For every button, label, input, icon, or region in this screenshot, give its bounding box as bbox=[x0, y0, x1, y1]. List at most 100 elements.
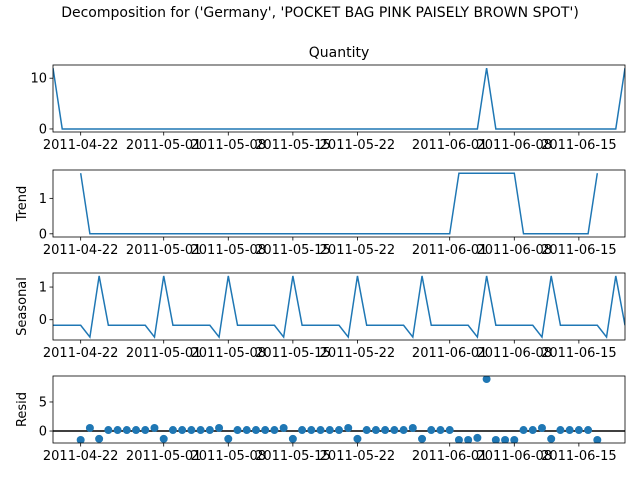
resid-point bbox=[556, 426, 565, 435]
resid-point bbox=[445, 426, 454, 435]
series-line bbox=[79, 172, 599, 235]
resid-point bbox=[316, 426, 325, 435]
resid-point bbox=[141, 426, 150, 435]
y-tick-label: 5 bbox=[39, 395, 47, 410]
resid-point bbox=[205, 426, 214, 435]
x-tick-label: 2011-06-01 bbox=[412, 346, 488, 361]
x-tick-label: 2011-06-08 bbox=[477, 449, 553, 464]
x-tick-label: 2011-04-22 bbox=[43, 138, 119, 153]
x-tick-label: 2011-06-01 bbox=[412, 243, 488, 258]
resid-point bbox=[187, 426, 196, 435]
resid-point bbox=[454, 435, 463, 443]
x-tick-label: 2011-05-08 bbox=[191, 243, 267, 258]
resid-point bbox=[528, 426, 537, 435]
resid-point bbox=[132, 426, 141, 435]
resid-point bbox=[307, 426, 316, 435]
x-tick-label: 2011-05-01 bbox=[126, 138, 202, 153]
series-line bbox=[53, 275, 625, 339]
y-tick-label: 0 bbox=[39, 313, 47, 328]
x-tick-label: 2011-05-01 bbox=[126, 346, 202, 361]
resid-point bbox=[381, 426, 390, 435]
resid-point bbox=[122, 426, 131, 435]
y-tick-label: 0 bbox=[39, 227, 47, 242]
resid-point bbox=[178, 426, 187, 435]
resid-point bbox=[353, 434, 362, 443]
resid-point bbox=[233, 426, 242, 435]
resid-point bbox=[547, 434, 556, 443]
x-tick-label: 2011-05-15 bbox=[255, 138, 331, 153]
resid-point bbox=[584, 426, 593, 435]
resid-point bbox=[464, 435, 473, 443]
x-tick-label: 2011-04-22 bbox=[43, 243, 119, 258]
resid-point bbox=[298, 426, 307, 435]
resid-point bbox=[344, 423, 353, 432]
resid-point bbox=[436, 426, 445, 435]
y-tick-label: 10 bbox=[30, 72, 47, 87]
x-tick-label: 2011-06-08 bbox=[477, 243, 553, 258]
resid-point bbox=[501, 435, 510, 443]
resid-point bbox=[325, 426, 334, 435]
x-tick-label: 2011-05-08 bbox=[191, 449, 267, 464]
resid-point bbox=[196, 426, 205, 435]
x-tick-label: 2011-05-15 bbox=[255, 346, 331, 361]
axes-title: Quantity bbox=[309, 45, 370, 61]
axes-frame bbox=[52, 375, 626, 444]
resid-point bbox=[95, 434, 104, 443]
resid-point bbox=[399, 426, 408, 435]
y-tick-label: 0 bbox=[39, 122, 47, 137]
y-axis-label: Trend bbox=[15, 186, 30, 223]
resid-point bbox=[288, 434, 297, 443]
x-tick-label: 2011-05-22 bbox=[320, 346, 396, 361]
x-tick-label: 2011-05-22 bbox=[320, 243, 396, 258]
x-tick-label: 2011-06-15 bbox=[541, 346, 617, 361]
resid-point bbox=[85, 423, 94, 432]
resid-point bbox=[491, 435, 500, 443]
resid-point bbox=[593, 435, 602, 443]
x-tick-label: 2011-05-08 bbox=[191, 138, 267, 153]
resid-point bbox=[482, 376, 491, 384]
resid-point bbox=[537, 423, 546, 432]
resid-point bbox=[418, 434, 427, 443]
x-tick-label: 2011-06-01 bbox=[412, 138, 488, 153]
resid-point bbox=[251, 426, 260, 435]
x-tick-label: 2011-06-08 bbox=[477, 346, 553, 361]
y-axis-label: Seasonal bbox=[15, 277, 30, 336]
resid-point bbox=[159, 434, 168, 443]
resid-point bbox=[390, 426, 399, 435]
resid-point bbox=[104, 426, 113, 435]
x-tick-label: 2011-04-22 bbox=[43, 346, 119, 361]
resid-point bbox=[408, 423, 417, 432]
resid-point bbox=[473, 433, 482, 442]
resid-point bbox=[113, 426, 122, 435]
resid-point bbox=[519, 426, 528, 435]
resid-point bbox=[565, 426, 574, 435]
figure-title: Decomposition for ('Germany', 'POCKET BA… bbox=[61, 5, 579, 21]
series-line bbox=[53, 67, 625, 130]
resid-point bbox=[242, 426, 251, 435]
resid-point bbox=[510, 435, 519, 443]
axes-frame bbox=[52, 272, 626, 341]
resid-point bbox=[279, 423, 288, 432]
x-tick-label: 2011-06-15 bbox=[541, 449, 617, 464]
y-axis-label: Resid bbox=[15, 392, 30, 427]
x-tick-label: 2011-05-01 bbox=[126, 243, 202, 258]
x-tick-label: 2011-04-22 bbox=[43, 449, 119, 464]
resid-point bbox=[150, 423, 159, 432]
x-tick-label: 2011-06-08 bbox=[477, 138, 553, 153]
x-tick-label: 2011-05-08 bbox=[191, 346, 267, 361]
x-tick-label: 2011-05-15 bbox=[255, 449, 331, 464]
resid-point bbox=[427, 426, 436, 435]
resid-point bbox=[335, 426, 343, 435]
y-tick-label: 1 bbox=[39, 281, 47, 296]
x-tick-label: 2011-05-22 bbox=[320, 138, 396, 153]
x-tick-label: 2011-06-01 bbox=[412, 449, 488, 464]
axes-frame bbox=[52, 64, 626, 133]
resid-point bbox=[362, 426, 371, 435]
axes-frame bbox=[52, 169, 626, 238]
resid-point bbox=[224, 434, 233, 443]
resid-point bbox=[76, 435, 85, 443]
resid-point bbox=[270, 426, 279, 435]
x-tick-label: 2011-05-22 bbox=[320, 449, 396, 464]
x-tick-label: 2011-05-01 bbox=[126, 449, 202, 464]
resid-point bbox=[215, 423, 224, 432]
